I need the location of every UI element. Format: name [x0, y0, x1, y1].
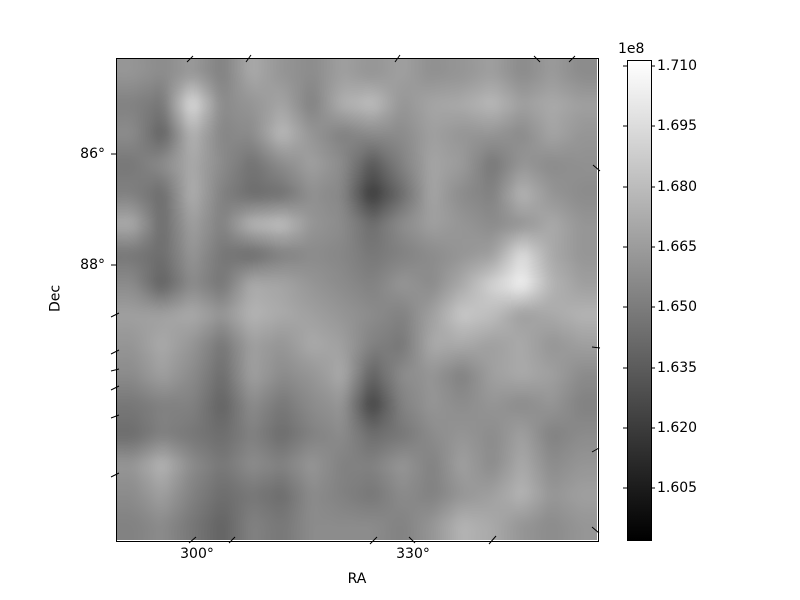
colorbar-tick-label: 1.665	[657, 239, 698, 255]
x-axis-label: RA	[347, 571, 367, 587]
colorbar-tick-label: 1.680	[657, 179, 698, 195]
colorbar-tick-label: 1.635	[657, 360, 698, 376]
y-axis-label: Dec	[47, 284, 64, 313]
x-tick-label-300: 300°	[180, 546, 214, 562]
x-tick-label-330: 330°	[396, 546, 430, 562]
y-tick-label-86: 86°	[80, 146, 105, 162]
colorbar-tick-label: 1.695	[657, 118, 698, 134]
colorbar-tick-label: 1.620	[657, 420, 698, 436]
y-tick-label-88: 88°	[80, 257, 105, 273]
colorbar-tick-label: 1.710	[657, 58, 698, 74]
colorbar-scale-label: 1e8	[618, 41, 645, 57]
colorbar	[627, 60, 652, 541]
colorbar-tick-label: 1.650	[657, 299, 698, 315]
colorbar-tick-label: 1.605	[657, 480, 698, 496]
heatmap-image	[117, 59, 597, 540]
